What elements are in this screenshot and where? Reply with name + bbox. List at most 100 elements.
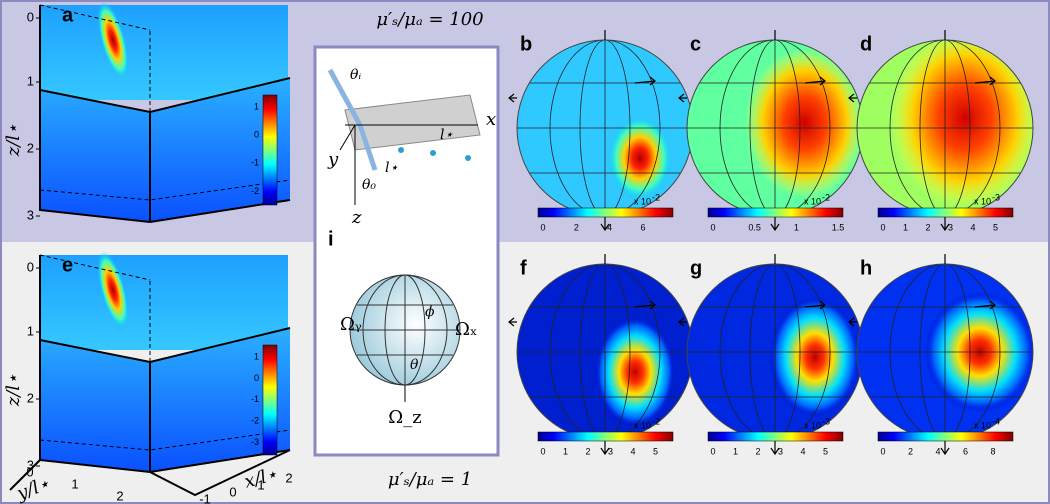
panel-letter: d — [860, 33, 872, 55]
colorbar-tick-label: 2 — [925, 222, 930, 232]
arrows — [848, 254, 996, 456]
exit-beam — [357, 124, 378, 171]
panel-letter: e — [62, 254, 73, 276]
colorbar-tick-label: 1.5 — [832, 222, 845, 232]
omega-z: Ω_z — [388, 407, 421, 428]
hotspot — [97, 251, 129, 329]
x-tick-label: -1 — [199, 491, 211, 504]
colorbar-tick-label: 5 — [653, 446, 658, 456]
colorbar — [537, 431, 674, 442]
colorbar-tick-label: 8 — [990, 446, 995, 456]
phi: ϕ — [425, 304, 435, 320]
colorbar-tick-label: 2 — [755, 446, 760, 456]
slab — [344, 94, 481, 151]
colorbar-tick-label: 1 — [733, 446, 738, 456]
axis-z: z — [351, 207, 362, 228]
panel-letter: g — [690, 257, 702, 279]
colorbar-tick-label: 5 — [993, 222, 998, 232]
hotspot — [97, 1, 129, 79]
y-tick-label: 2 — [116, 488, 123, 503]
base-edges — [9, 449, 291, 497]
x-tick-label: 1 — [257, 477, 264, 492]
theta: θ — [410, 357, 419, 373]
colorbar-tick-label: 1 — [903, 222, 908, 232]
colorbar-tick-label: 1 — [254, 351, 259, 361]
panel-letter: h — [860, 257, 872, 279]
y-tick-label: 0 — [26, 464, 33, 479]
sphere-panel: g 0 1 2 3 4 5 x 10 -3 — [678, 254, 864, 456]
colorbar-tick-label: 0 — [710, 222, 715, 232]
arrows — [508, 30, 656, 232]
y-axis — [339, 124, 356, 151]
dot — [465, 155, 471, 161]
theta-0: θ₀ — [362, 177, 376, 193]
x-tick-label: 0 — [229, 484, 236, 499]
colorbar-tick-label: 0 — [254, 373, 259, 383]
hotspot — [595, 317, 675, 427]
z-tick-label: 2 — [27, 140, 34, 155]
colorbar-tick-label: 1 — [254, 101, 259, 111]
l-star: l⋆ — [385, 160, 398, 176]
colorbar-tick-label: 5 — [823, 446, 828, 456]
dot — [398, 147, 404, 153]
colorbar-tick-label: 6 — [640, 222, 645, 232]
colorbar-scale: x 10 — [634, 196, 651, 206]
panel-letter: b — [520, 33, 532, 55]
axis-y: y — [327, 149, 339, 170]
cube-low — [40, 328, 290, 472]
colorbar — [877, 431, 1014, 442]
colorbar-tick-label: 0.5 — [748, 222, 761, 232]
colorbar-scale: x 10 — [974, 420, 991, 430]
z-tick-label: 3 — [27, 207, 34, 222]
z-tick-label: 1 — [27, 73, 34, 88]
panel-letter: c — [690, 33, 701, 55]
dashed-edges — [39, 254, 291, 451]
colorbar-scale: x 10 — [634, 420, 651, 430]
colorbar — [262, 344, 278, 456]
hotspot — [608, 116, 672, 200]
panel-letter: a — [62, 4, 74, 26]
colorbar-tick-label: 4 — [970, 222, 975, 232]
z-tick-label: 1 — [27, 323, 34, 338]
colorbar-tick-label: 1 — [563, 446, 568, 456]
z-tick-label: 2 — [27, 390, 34, 405]
colorbar-tick-label: 1 — [794, 222, 799, 232]
axis-label: z/l⋆ — [3, 124, 24, 158]
y-tick-label: 1 — [71, 476, 78, 491]
arrows — [678, 254, 826, 456]
panel-letter: i — [328, 228, 334, 250]
colorbar-tick-label: 4 — [630, 446, 635, 456]
colorbar — [877, 207, 1014, 218]
z-tick-label: 0 — [27, 9, 34, 24]
axis-label: z/l⋆ — [3, 374, 24, 408]
colorbar-exponent: -3 — [992, 192, 1000, 202]
colorbar-scale: x 10 — [804, 420, 821, 430]
colorbar-exponent: -4 — [992, 416, 1000, 426]
colorbar — [707, 431, 844, 442]
colorbar-tick-label: 4 — [935, 446, 940, 456]
colorbar-tick-label: 0 — [540, 222, 545, 232]
colorbar-tick-label: 0 — [254, 130, 259, 140]
colorbar-exponent: -2 — [652, 416, 660, 426]
colorbar-exponent: -2 — [822, 192, 830, 202]
ratio-top: μ′ₛ/μₐ = 100 — [376, 9, 483, 30]
colorbar-tick-label: 3 — [608, 446, 613, 456]
axis-x: x — [486, 109, 496, 130]
hotspot — [770, 297, 860, 417]
colorbar-tick-label: -2 — [251, 186, 259, 196]
colorbar-exponent: -2 — [652, 192, 660, 202]
arrows — [508, 254, 656, 456]
z-tick-label: 0 — [27, 259, 34, 274]
dashed-edges — [39, 4, 291, 201]
arrows — [848, 30, 996, 232]
schematic-box: θᵢ θ₀ l⋆ l⋆ x y z i Ωᵧ Ωₓ Ω_z ϕ θ — [313, 45, 500, 457]
colorbar-tick-label: 3 — [948, 222, 953, 232]
sphere-panel: f 0 1 2 3 4 5 x 10 -2 — [508, 254, 694, 456]
theta-i: θᵢ — [350, 67, 361, 83]
cube-top — [40, 5, 288, 100]
sphere-panel: c 0 0.5 1 1.5 x 10 -2 — [678, 30, 864, 232]
cube-top — [40, 255, 288, 350]
colorbar — [537, 207, 674, 218]
ratio-bottom: μ′ₛ/μₐ = 1 — [388, 469, 472, 490]
